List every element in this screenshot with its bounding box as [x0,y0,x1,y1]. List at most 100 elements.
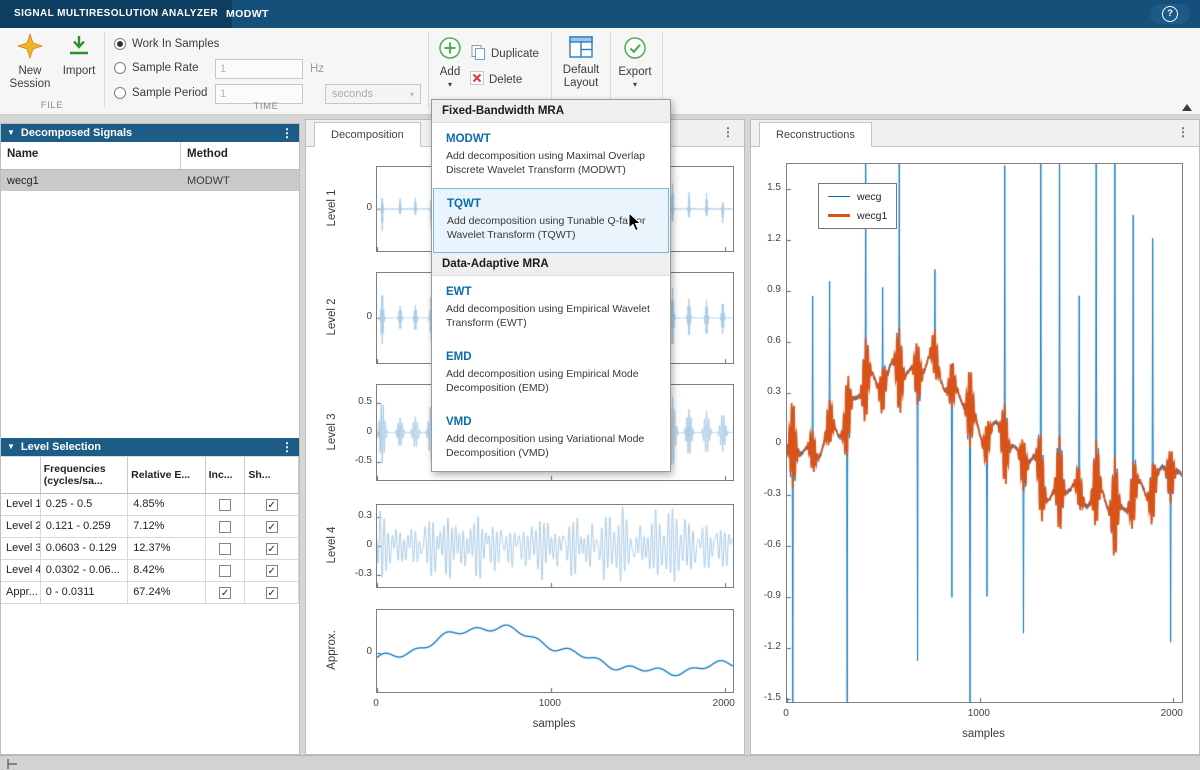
plot-canvas-reconstructions [787,164,1182,702]
ytick-label: 0.6 [767,335,781,347]
menu-item-emd[interactable]: EMD Add decomposition using Empirical Mod… [432,341,670,406]
show-cell: ✓ [245,538,299,559]
ytick-label: 0 [366,539,372,550]
signal-name-cell: wecg1 [7,174,39,187]
sample-period-option[interactable]: Sample Period [114,85,207,101]
export-icon [623,36,647,65]
kebab-menu-icon[interactable]: ⋮ [281,126,293,140]
sample-rate-option[interactable]: Sample Rate [114,60,198,76]
tab-reconstructions[interactable]: Reconstructions [759,122,872,147]
help-icon: ? [1162,6,1178,22]
collapse-triangle-icon[interactable]: ▼ [7,442,15,451]
level-selection-column-header-sh: Sh... [245,457,299,493]
relative-energy-cell: 4.85% [128,494,206,515]
frequencies-cell: 0.0603 - 0.129 [41,538,129,559]
plot-level-4 [376,504,734,588]
import-icon [66,33,92,64]
add-label: Add [439,66,461,78]
import-button[interactable]: Import [58,33,100,78]
decomposed-signals-table-header: Name Method [1,142,299,170]
plot-legend[interactable]: wecg wecg1 [818,183,898,229]
level-selection-column-header-relative-e: Relative E... [128,457,206,493]
level-cell: Appr... [1,582,41,603]
tab-decomposition[interactable]: Decomposition [314,122,421,147]
plot-canvas-approx [377,610,733,692]
kebab-menu-icon[interactable]: ⋮ [1177,125,1189,139]
level-cell: Level 4 [1,560,41,581]
default-layout-button[interactable]: Default Layout [554,36,608,90]
level-selection-header[interactable]: ▼ Level Selection ⋮ [1,438,299,456]
level-selection-row-appr[interactable]: Appr... 0 - 0.0311 67.24% ✓ ✓ [1,582,299,604]
sample-period-unit-select[interactable]: seconds ▾ [325,84,421,104]
ytick-label: 0.3 [358,509,372,521]
show-checkbox[interactable]: ✓ [265,542,278,555]
include-checkbox[interactable]: ✓ [219,586,232,599]
dock-icon[interactable] [6,758,20,770]
sample-rate-radio[interactable] [114,62,126,74]
level-selection-row-level-2[interactable]: Level 2 0.121 - 0.259 7.12% ✓ [1,516,299,538]
tab-signal-multiresolution-analyzer[interactable]: SIGNAL MULTIRESOLUTION ANALYZER [0,0,233,28]
include-cell: ✓ [206,582,246,603]
plot-reconstructions [786,163,1183,703]
sample-period-input[interactable] [215,84,303,104]
legend-line-sample [828,196,850,197]
collapse-triangle-icon[interactable]: ▼ [7,128,15,137]
relative-energy-cell: 8.42% [128,560,206,581]
level-selection-column-header-level [1,457,41,493]
default-layout-icon [569,36,593,63]
work-in-samples-option[interactable]: Work In Samples [114,36,219,52]
new-session-button[interactable]: New Session [6,32,54,91]
sample-rate-label: Sample Rate [132,62,199,74]
menu-item-ewt[interactable]: EWT Add decomposition using Empirical Wav… [432,276,670,341]
include-checkbox[interactable] [219,542,232,555]
level-selection-row-level-3[interactable]: Level 3 0.0603 - 0.129 12.37% ✓ [1,538,299,560]
kebab-menu-icon[interactable]: ⋮ [281,440,293,454]
show-checkbox[interactable]: ✓ [265,564,278,577]
show-cell: ✓ [245,494,299,515]
decomposed-signals-header[interactable]: ▼ Decomposed Signals ⋮ [1,124,299,142]
work-in-samples-radio[interactable] [114,38,126,50]
include-checkbox[interactable] [219,498,232,511]
menu-item-tqwt[interactable]: TQWT Add decomposition using Tunable Q-fa… [433,188,669,253]
tab-modwt[interactable]: MODWT [226,8,269,20]
xtick-label: 0 [783,708,789,719]
menu-item-vmd[interactable]: VMD Add decomposition using Variational M… [432,406,670,471]
toolstrip-collapse-arrow-icon[interactable] [1182,104,1192,111]
menu-item-modwt[interactable]: MODWT Add decomposition using Maximal Ove… [432,123,670,188]
show-checkbox[interactable]: ✓ [265,520,278,533]
include-checkbox[interactable] [219,520,232,533]
include-checkbox[interactable] [219,564,232,577]
chevron-down-icon: ▾ [409,89,414,99]
sample-period-radio[interactable] [114,87,126,99]
ribbon-divider [428,32,429,108]
show-checkbox[interactable]: ✓ [265,586,278,599]
level-selection-row-level-4[interactable]: Level 4 0.0302 - 0.06... 8.42% ✓ [1,560,299,582]
column-header-name: Name [1,142,181,169]
seconds-option-label: seconds [332,88,373,100]
decomposed-signals-title: Decomposed Signals [20,127,133,139]
file-section-label: FILE [40,100,64,111]
table-row-signal-wecg1[interactable]: wecg1 MODWT [1,170,299,191]
time-section-label: TIME [253,101,279,112]
ytick-label: -0.3 [763,488,781,500]
export-split-button[interactable]: Export ▾ [612,36,658,89]
level-cell: Level 2 [1,516,41,537]
sample-rate-input[interactable] [215,59,303,79]
add-split-button[interactable]: Add ▾ [434,36,466,89]
menu-item-description: Add decomposition using Tunable Q-factor… [447,215,646,241]
menu-item-title: MODWT [446,133,491,145]
level-selection-row-level-1[interactable]: Level 1 0.25 - 0.5 4.85% ✓ [1,494,299,516]
show-checkbox[interactable]: ✓ [265,498,278,511]
new-session-label: New Session [9,65,51,90]
delete-button[interactable]: Delete [470,71,522,88]
help-button[interactable]: ? [1150,4,1190,24]
frequencies-cell: 0 - 0.0311 [41,582,129,603]
plot-canvas-level-4 [377,505,733,587]
kebab-menu-icon[interactable]: ⋮ [722,125,734,139]
ytick-label: 0.9 [767,284,781,296]
level-cell: Level 1 [1,494,41,515]
ytick-label: -0.9 [763,590,781,602]
delete-icon [470,71,484,88]
ribbon-divider [610,32,611,108]
duplicate-button[interactable]: Duplicate [470,44,539,63]
